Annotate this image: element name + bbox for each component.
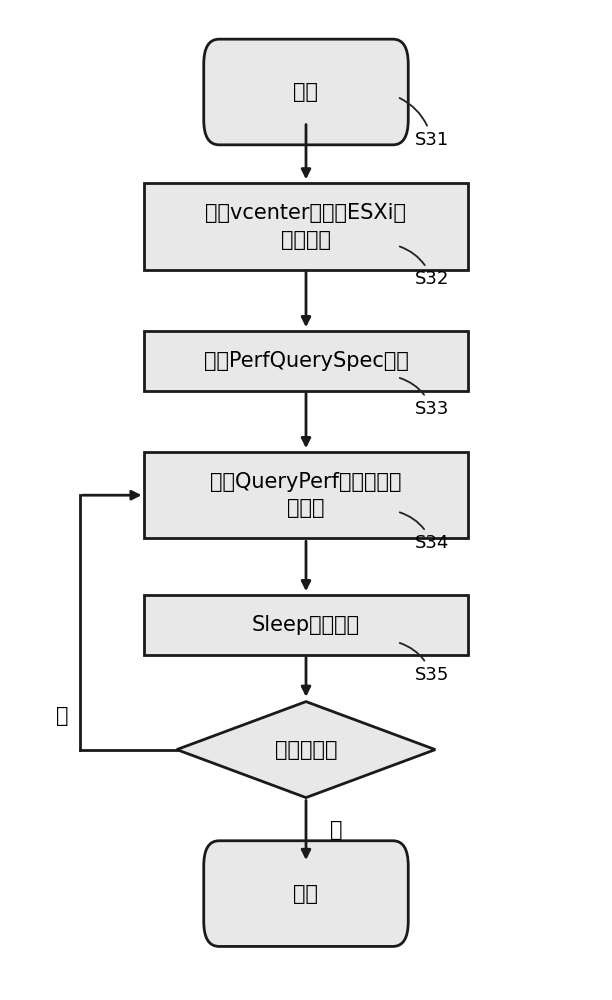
Text: S34: S34 <box>400 512 449 552</box>
Text: 是否有异常: 是否有异常 <box>275 740 337 760</box>
Text: S32: S32 <box>400 246 449 288</box>
Bar <box>144 452 468 538</box>
FancyBboxPatch shape <box>204 39 408 145</box>
Bar <box>144 331 468 391</box>
Text: 连接vcenter，获取ESXi物
理机列表: 连接vcenter，获取ESXi物 理机列表 <box>206 203 406 250</box>
Text: 结束: 结束 <box>294 884 318 904</box>
Text: 是: 是 <box>329 820 342 840</box>
Text: S33: S33 <box>400 378 449 418</box>
FancyBboxPatch shape <box>204 841 408 946</box>
Text: 否: 否 <box>56 706 69 726</box>
Text: S35: S35 <box>400 643 449 684</box>
Text: 构建PerfQuerySpec列表: 构建PerfQuerySpec列表 <box>204 351 408 371</box>
Bar <box>144 183 468 270</box>
Text: S31: S31 <box>400 98 449 149</box>
Bar <box>144 595 468 655</box>
Text: 开始: 开始 <box>294 82 318 102</box>
Polygon shape <box>177 702 435 798</box>
Text: 调用QueryPerf方法获取性
能数据: 调用QueryPerf方法获取性 能数据 <box>211 472 401 518</box>
Text: Sleep采集间隔: Sleep采集间隔 <box>252 615 360 635</box>
